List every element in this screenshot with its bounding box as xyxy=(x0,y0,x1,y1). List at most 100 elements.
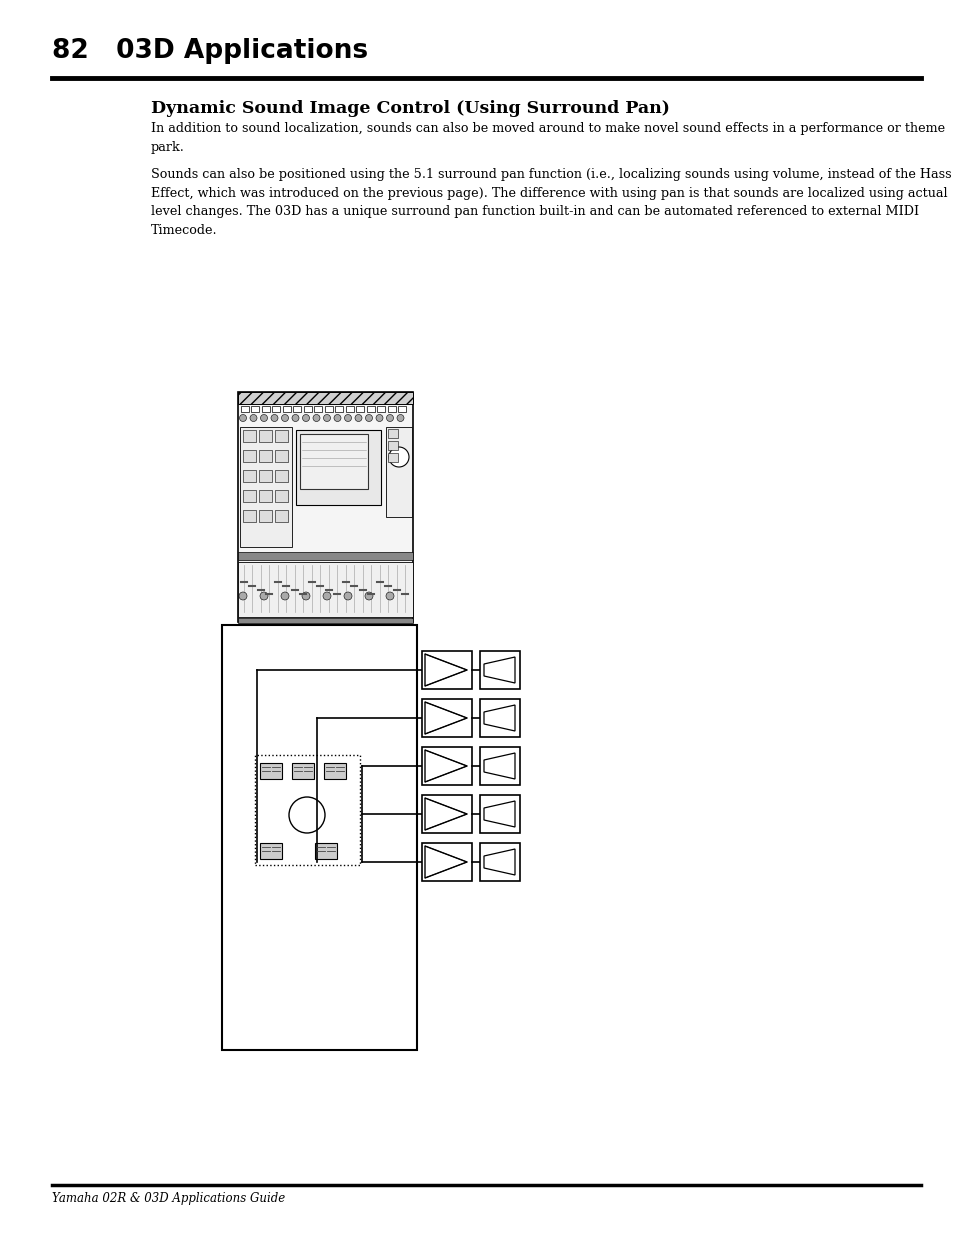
Bar xyxy=(314,406,322,412)
Bar xyxy=(479,795,519,832)
Polygon shape xyxy=(424,846,467,878)
Bar xyxy=(262,406,270,412)
Text: Yamaha 02R & 03D Applications Guide: Yamaha 02R & 03D Applications Guide xyxy=(52,1192,285,1205)
Circle shape xyxy=(323,592,331,600)
Circle shape xyxy=(313,415,319,421)
Bar xyxy=(356,406,364,412)
Circle shape xyxy=(250,415,256,421)
Circle shape xyxy=(355,415,361,421)
Circle shape xyxy=(281,415,288,421)
Circle shape xyxy=(375,415,382,421)
Bar xyxy=(421,844,472,881)
Polygon shape xyxy=(483,802,515,827)
Circle shape xyxy=(386,592,394,600)
Bar xyxy=(243,450,255,462)
Polygon shape xyxy=(424,798,467,830)
Bar xyxy=(314,844,336,860)
Circle shape xyxy=(302,592,310,600)
Polygon shape xyxy=(424,655,467,685)
Bar xyxy=(240,427,292,547)
Circle shape xyxy=(344,415,351,421)
Circle shape xyxy=(289,797,325,832)
Circle shape xyxy=(323,415,330,421)
Bar xyxy=(252,406,259,412)
Circle shape xyxy=(386,415,393,421)
Bar xyxy=(479,844,519,881)
Bar xyxy=(421,747,472,785)
Bar xyxy=(274,490,288,501)
Polygon shape xyxy=(483,705,515,731)
Circle shape xyxy=(239,592,247,600)
Bar xyxy=(237,391,413,622)
Bar xyxy=(377,406,385,412)
Circle shape xyxy=(260,592,268,600)
Circle shape xyxy=(396,415,403,421)
Circle shape xyxy=(292,415,298,421)
Circle shape xyxy=(389,447,409,467)
Bar xyxy=(386,427,412,517)
Bar xyxy=(388,453,397,462)
Bar xyxy=(243,490,255,501)
Bar xyxy=(421,651,472,689)
Bar xyxy=(260,844,282,860)
Bar xyxy=(421,795,472,832)
Bar xyxy=(222,625,416,1050)
Text: In addition to sound localization, sounds can also be moved around to make novel: In addition to sound localization, sound… xyxy=(151,122,943,153)
Polygon shape xyxy=(424,701,467,734)
Bar xyxy=(304,406,312,412)
Bar xyxy=(258,450,272,462)
Polygon shape xyxy=(483,657,515,683)
Bar xyxy=(346,406,354,412)
Bar xyxy=(367,406,375,412)
Bar xyxy=(258,490,272,501)
Bar xyxy=(388,429,397,438)
Bar xyxy=(388,441,397,450)
Text: Sounds can also be positioned using the 5.1 surround pan function (i.e., localiz: Sounds can also be positioned using the … xyxy=(151,168,950,236)
Bar xyxy=(274,510,288,522)
Bar xyxy=(479,747,519,785)
Circle shape xyxy=(344,592,352,600)
Bar xyxy=(243,510,255,522)
Bar xyxy=(237,562,413,618)
Circle shape xyxy=(302,415,309,421)
Circle shape xyxy=(365,415,372,421)
Circle shape xyxy=(365,592,373,600)
Polygon shape xyxy=(424,750,467,782)
Bar xyxy=(335,406,343,412)
Bar xyxy=(283,406,291,412)
Bar xyxy=(260,763,282,779)
Bar xyxy=(254,755,359,864)
Bar xyxy=(273,406,280,412)
Bar xyxy=(292,763,314,779)
Bar xyxy=(274,430,288,442)
Bar xyxy=(243,471,255,482)
Bar xyxy=(258,430,272,442)
Circle shape xyxy=(239,415,246,421)
Bar xyxy=(258,471,272,482)
Circle shape xyxy=(260,415,267,421)
Bar xyxy=(479,699,519,737)
Bar xyxy=(274,450,288,462)
Polygon shape xyxy=(483,848,515,876)
Bar xyxy=(237,391,413,404)
Circle shape xyxy=(271,415,277,421)
Bar xyxy=(479,651,519,689)
Bar xyxy=(295,430,380,505)
Bar xyxy=(325,406,333,412)
Bar xyxy=(299,433,368,489)
Bar xyxy=(274,471,288,482)
Bar xyxy=(324,763,346,779)
Bar xyxy=(388,406,395,412)
Circle shape xyxy=(281,592,289,600)
Bar xyxy=(258,510,272,522)
Bar xyxy=(243,430,255,442)
Bar xyxy=(237,552,413,559)
Bar xyxy=(398,406,406,412)
Text: Dynamic Sound Image Control (Using Surround Pan): Dynamic Sound Image Control (Using Surro… xyxy=(151,100,669,117)
Bar xyxy=(421,699,472,737)
Bar xyxy=(237,618,413,622)
Circle shape xyxy=(334,415,340,421)
Bar xyxy=(294,406,301,412)
Text: 82   03D Applications: 82 03D Applications xyxy=(52,38,368,64)
Bar xyxy=(241,406,249,412)
